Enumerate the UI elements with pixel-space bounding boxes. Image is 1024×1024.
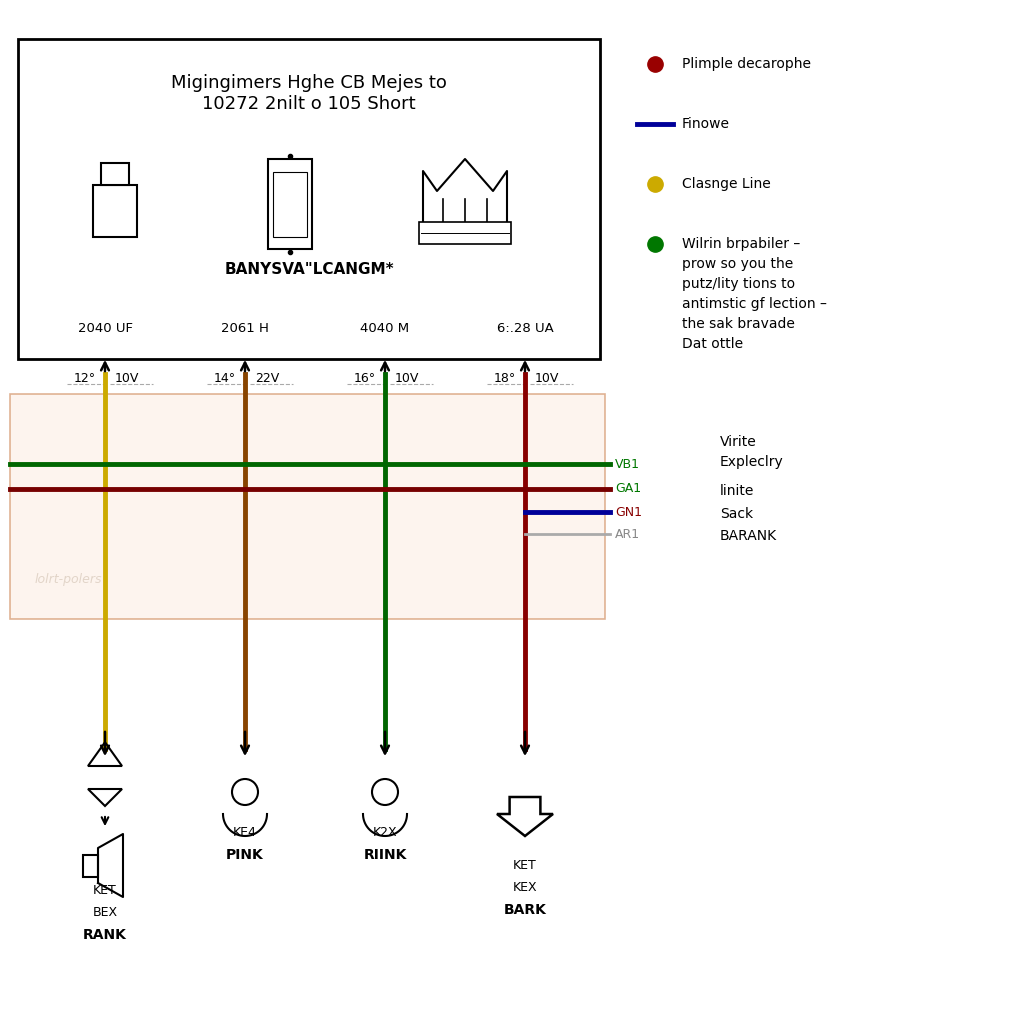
Text: Virite: Virite	[720, 435, 757, 449]
Text: 22V: 22V	[255, 373, 280, 385]
Text: 10V: 10V	[535, 373, 559, 385]
Text: prow so you the: prow so you the	[682, 257, 794, 271]
Text: 4040 M: 4040 M	[360, 323, 410, 336]
Bar	[419, 222, 511, 244]
Bar	[273, 172, 307, 237]
Text: GA1: GA1	[615, 482, 641, 496]
Text: GN1: GN1	[615, 506, 642, 518]
Text: 16°: 16°	[354, 373, 376, 385]
Text: BARK: BARK	[504, 903, 547, 918]
Text: RANK: RANK	[83, 928, 127, 942]
Bar	[10, 394, 605, 618]
Text: Expleclry: Expleclry	[720, 455, 783, 469]
Bar	[83, 855, 98, 877]
Text: the sak bravade: the sak bravade	[682, 317, 795, 331]
Bar	[101, 163, 129, 185]
Text: putz/lity tions to: putz/lity tions to	[682, 278, 795, 291]
Bar	[268, 159, 312, 249]
Text: antimstic gf lection –: antimstic gf lection –	[682, 297, 826, 311]
Text: Dat ottle: Dat ottle	[682, 337, 743, 351]
Text: 18°: 18°	[494, 373, 516, 385]
Text: PINK: PINK	[226, 848, 264, 862]
Text: 2061 H: 2061 H	[221, 323, 269, 336]
Text: VB1: VB1	[615, 458, 640, 470]
Text: Clasnge Line: Clasnge Line	[682, 177, 771, 191]
Text: lolrt-polers: lolrt-polers	[35, 572, 102, 586]
Text: KE4: KE4	[233, 826, 257, 839]
Text: Finowe: Finowe	[682, 117, 730, 131]
Text: KET: KET	[513, 859, 537, 872]
Bar	[18, 39, 600, 359]
Text: 10V: 10V	[395, 373, 419, 385]
Text: BEX: BEX	[92, 906, 118, 919]
Text: BARANK: BARANK	[720, 529, 777, 543]
Text: RIINK: RIINK	[364, 848, 407, 862]
Text: 6:.28 UA: 6:.28 UA	[497, 323, 553, 336]
Text: KET: KET	[93, 884, 117, 897]
Text: K2X: K2X	[373, 826, 397, 839]
Text: Sack: Sack	[720, 507, 753, 521]
Text: Migingimers Hghe CB Mejes to
10272 2nilt o 105 Short: Migingimers Hghe CB Mejes to 10272 2nilt…	[171, 74, 446, 113]
Text: 14°: 14°	[214, 373, 237, 385]
Text: 2040 UF: 2040 UF	[78, 323, 132, 336]
Text: 10V: 10V	[115, 373, 139, 385]
Text: Plimple decarophe: Plimple decarophe	[682, 57, 811, 71]
Text: 12°: 12°	[74, 373, 96, 385]
Text: linite: linite	[720, 484, 755, 498]
Text: AR1: AR1	[615, 527, 640, 541]
Bar	[93, 185, 137, 237]
Text: Wilrin brpabiler –: Wilrin brpabiler –	[682, 237, 800, 251]
Text: BANYSVA"LCANGM*: BANYSVA"LCANGM*	[224, 261, 394, 276]
Text: KEX: KEX	[513, 881, 538, 894]
